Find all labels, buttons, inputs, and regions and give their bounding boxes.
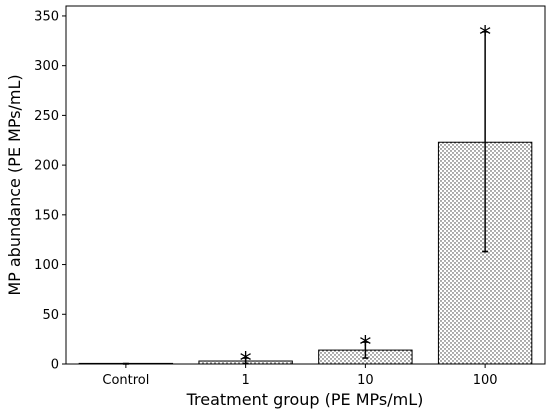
x-axis-title: Treatment group (PE MPs/mL) (186, 390, 424, 409)
y-tick-label: 350 (34, 9, 59, 24)
y-tick-label: 100 (34, 258, 59, 273)
x-axis-ticks: Control 1 10 100 (102, 364, 498, 388)
error-bars-layer (122, 31, 489, 365)
y-axis-ticks: 0 50 100 150 200 250 300 350 (34, 9, 66, 373)
significance-marker-10: * (359, 331, 371, 359)
bars-layer (78, 141, 533, 365)
y-axis-title: MP abundance (PE MPs/mL) (5, 74, 24, 295)
error-bar-10 (362, 341, 369, 359)
annotations-layer: * * * (240, 21, 492, 375)
y-tick-label: 300 (34, 59, 59, 74)
y-tick-label: 50 (42, 308, 59, 323)
error-bar-100 (482, 31, 489, 253)
x-tick-label: 10 (357, 373, 374, 388)
x-tick-label: Control (102, 373, 149, 388)
y-tick-label: 250 (34, 109, 59, 124)
y-tick-label: 0 (51, 358, 59, 373)
plot-frame (65, 5, 546, 365)
x-tick-label: 100 (473, 373, 498, 388)
significance-marker-1: * (240, 347, 252, 375)
significance-marker-100: * (479, 21, 491, 49)
y-tick-label: 200 (34, 159, 59, 174)
y-tick-label: 150 (34, 208, 59, 223)
x-tick-label: 1 (241, 373, 249, 388)
